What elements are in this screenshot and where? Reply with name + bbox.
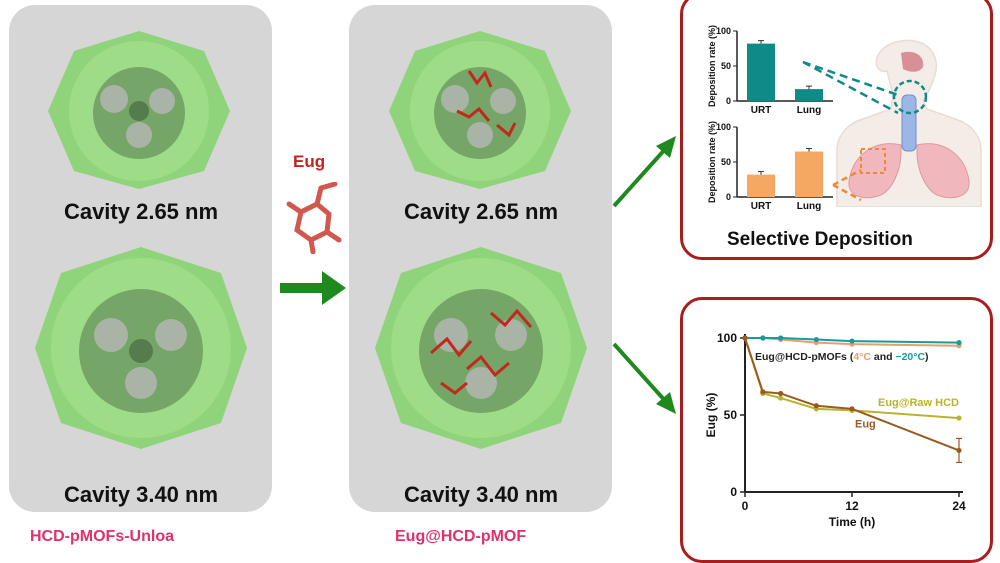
data-point: [778, 395, 784, 401]
upper-right-arrow-icon: [612, 136, 676, 208]
y-tick-label: 50: [724, 408, 738, 422]
data-point: [956, 340, 962, 346]
eugenol-molecule-icon: [286, 182, 342, 254]
x-tick-label: Lung: [797, 105, 821, 116]
hcd-pmofs-legend-label: Eug@HCD-pMOFs (4°C and −20°C): [755, 351, 929, 363]
y-tick-label: 50: [721, 157, 731, 167]
data-point: [849, 406, 855, 412]
data-point: [742, 335, 748, 341]
deposition-title: Selective Deposition: [727, 229, 913, 250]
cavity-size-label: Cavity 3.40 nm: [63, 482, 219, 507]
loaded-mof-small-image: [389, 31, 571, 189]
bar: [795, 151, 823, 197]
x-tick-label: Lung: [797, 201, 821, 212]
middle-panel: Cavity 2.65 nm Cavity 3.40 nm: [349, 5, 612, 512]
x-tick-label: 24: [952, 499, 966, 513]
mof-structure-large-image: [35, 247, 247, 449]
loaded-caption: Eug@HCD-pMOF: [395, 528, 527, 545]
y-axis-label: Deposition rate (%): [707, 25, 717, 107]
legend-and: and: [871, 351, 896, 363]
legend-4c: 4°C: [853, 351, 871, 363]
right-arrow-icon: [280, 271, 346, 305]
y-tick-label: 100: [716, 122, 731, 132]
legend-suffix: ): [925, 351, 929, 363]
data-point: [813, 336, 819, 343]
bar: [795, 89, 823, 101]
cavity-size-label: Cavity 2.65 nm: [63, 199, 219, 224]
bar: [747, 174, 775, 197]
series-line: [744, 337, 960, 452]
selective-deposition-box: 0 50 100 Deposition rate (%) URT Lung 0 50 100 D…: [680, 0, 993, 260]
y-axis-label: Eug (%): [704, 393, 718, 438]
raw-hcd-label: Eug@Raw HCD: [878, 397, 959, 409]
lower-right-arrow-icon: [612, 342, 676, 414]
mof-structure-small-image: [48, 31, 230, 189]
data-point: [849, 338, 855, 344]
unloaded-caption: HCD-pMOFs-Unloa: [30, 528, 174, 545]
pointer-lines: [802, 60, 899, 202]
x-axis-label: Time (h): [829, 515, 875, 529]
data-point: [760, 335, 766, 341]
y-tick-label: 50: [721, 61, 731, 71]
respiratory-system-illustration: [836, 39, 982, 207]
data-point: [778, 390, 784, 397]
stability-line-chart: 0 50 100 0 12 24 Time (h) Eug (%) Eug@HCD-pMOFs …: [704, 331, 966, 529]
eug-label: Eug: [293, 152, 326, 171]
x-tick-label: 12: [845, 499, 859, 513]
bar: [747, 43, 775, 101]
y-tick-label: 0: [726, 96, 731, 106]
cavity-size-label: Cavity 3.40 nm: [403, 482, 559, 507]
y-tick-label: 100: [717, 331, 737, 345]
x-tick-label: URT: [751, 201, 772, 212]
data-point: [813, 403, 819, 409]
legend-prefix: Eug@HCD-pMOFs (: [755, 351, 854, 363]
y-tick-label: 0: [730, 485, 737, 499]
eug-series-label: Eug: [855, 418, 876, 430]
cavity-size-label: Cavity 2.65 nm: [403, 199, 559, 224]
series-line: [745, 337, 960, 344]
x-tick-label: URT: [751, 105, 772, 116]
left-panel: Cavity 2.65 nm Cavity 3.40 nm: [9, 5, 272, 512]
y-axis-label: Deposition rate (%): [707, 121, 717, 203]
data-point: [760, 389, 766, 395]
stability-chart-box: 0 50 100 0 12 24 Time (h) Eug (%) Eug@HCD-pMOFs …: [680, 297, 993, 563]
y-tick-label: 0: [726, 192, 731, 202]
data-point: [956, 415, 962, 421]
legend-minus20c: −20°C: [895, 351, 925, 363]
x-tick-label: 0: [742, 499, 749, 513]
y-tick-label: 100: [716, 26, 731, 36]
data-point: [778, 335, 784, 341]
loaded-mof-large-image: [375, 247, 587, 449]
